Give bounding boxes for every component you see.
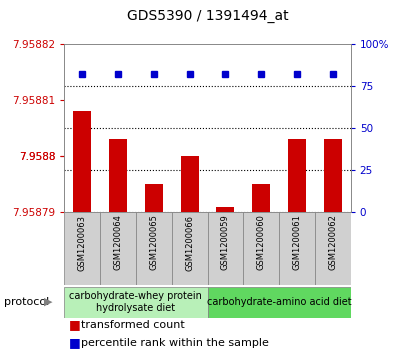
Text: percentile rank within the sample: percentile rank within the sample	[81, 338, 269, 348]
Text: carbohydrate-whey protein
hydrolysate diet: carbohydrate-whey protein hydrolysate di…	[69, 291, 203, 313]
Text: GSM1200061: GSM1200061	[293, 215, 301, 270]
Text: GSM1200066: GSM1200066	[185, 215, 194, 270]
Text: GDS5390 / 1391494_at: GDS5390 / 1391494_at	[127, 9, 288, 23]
Text: GSM1200059: GSM1200059	[221, 215, 230, 270]
Text: GSM1200065: GSM1200065	[149, 215, 158, 270]
Bar	[315, 212, 351, 285]
Bar	[64, 287, 208, 318]
Bar	[100, 212, 136, 285]
Bar	[64, 212, 100, 285]
Bar	[288, 139, 306, 212]
Text: carbohydrate-amino acid diet: carbohydrate-amino acid diet	[207, 297, 352, 307]
Bar	[109, 139, 127, 212]
Bar	[136, 212, 172, 285]
Bar	[217, 207, 234, 212]
Bar	[172, 212, 208, 285]
Text: GSM1200062: GSM1200062	[328, 215, 337, 270]
Bar	[73, 111, 91, 212]
Text: ■: ■	[68, 337, 80, 350]
Text: ■: ■	[68, 318, 80, 331]
Text: GSM1200064: GSM1200064	[114, 215, 122, 270]
Bar	[208, 287, 351, 318]
Text: transformed count: transformed count	[81, 320, 185, 330]
Bar	[324, 139, 342, 212]
Bar	[208, 212, 243, 285]
Bar	[181, 156, 198, 212]
Bar	[252, 184, 270, 212]
Text: GSM1200060: GSM1200060	[257, 215, 266, 270]
Text: protocol: protocol	[4, 297, 49, 307]
Text: GSM1200063: GSM1200063	[78, 215, 87, 270]
Text: ▶: ▶	[44, 297, 52, 307]
Bar	[145, 184, 163, 212]
Bar	[279, 212, 315, 285]
Bar	[243, 212, 279, 285]
